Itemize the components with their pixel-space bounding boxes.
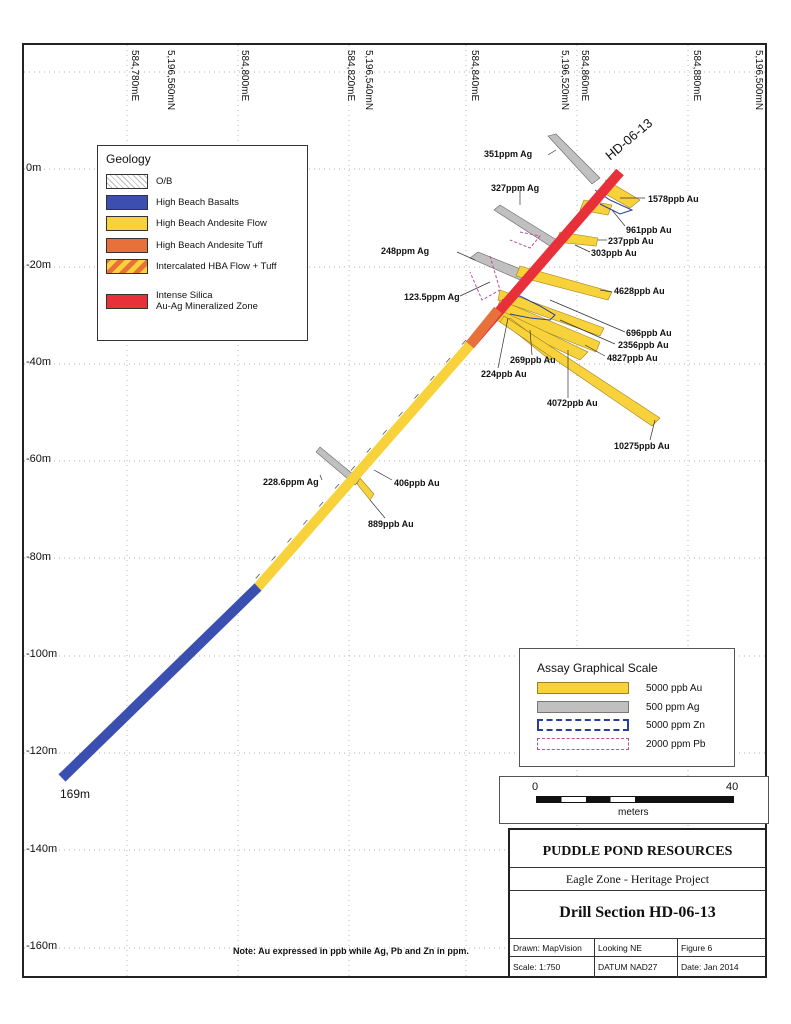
project-name: Eagle Zone - Heritage Project [565, 872, 710, 886]
assay-label: 228.6ppm Ag [263, 477, 319, 487]
northing-label: 5,196,520mN [559, 50, 570, 111]
figure-number: Figure 6 [681, 943, 713, 953]
assay-scale-legend: Assay Graphical Scale 5000 ppb Au 500 pp… [519, 648, 735, 767]
geology-legend-title: Geology [106, 152, 151, 166]
assay-label: 961ppb Au [626, 225, 672, 235]
elevation-label: 0m [26, 162, 42, 174]
legend-label: Intense Silica Au-Ag Mineralized Zone [156, 290, 258, 312]
legend-label: High Beach Basalts [156, 197, 239, 208]
elevation-label: -20m [26, 259, 52, 271]
legend-item: High Beach Basalts [106, 195, 239, 210]
scale-bar-graphic [536, 796, 734, 803]
assay-label: 269ppb Au [510, 355, 556, 365]
assay-label: 123.5ppm Ag [404, 292, 460, 302]
assay-scale-title: Assay Graphical Scale [537, 661, 658, 675]
silica-swatch [106, 293, 148, 309]
northing-label: 5,196,560mN [165, 50, 176, 111]
legend-label: O/B [156, 176, 173, 187]
scale-start: 0 [532, 781, 539, 793]
easting-label: 584,800mE [239, 50, 250, 102]
assay-label: 1578ppb Au [648, 194, 699, 204]
elevation-label: -140m [26, 843, 58, 855]
pb-scale-swatch [537, 738, 629, 750]
geology-legend: Geology O/B High Beach Basalts High Beac… [97, 145, 308, 341]
map-frame [22, 43, 767, 978]
drawn-by: Drawn: MapVision [513, 943, 582, 953]
hole-depth-label: 169m [60, 787, 91, 801]
assay-label: 248ppm Ag [381, 246, 430, 256]
assay-label: 237ppb Au [608, 236, 654, 246]
legend-item: O/B [106, 174, 172, 189]
legend-label-line1: Intense Silica [156, 290, 213, 301]
assay-label: 4072ppb Au [547, 398, 598, 408]
ag-scale-swatch [537, 701, 629, 713]
basalt-swatch [106, 195, 148, 210]
scale-end: 40 [726, 781, 739, 793]
elevation-label: -60m [26, 453, 52, 465]
assay-label: 351ppm Ag [484, 149, 533, 159]
assay-label: 696ppb Au [626, 328, 672, 338]
ob-swatch [106, 174, 148, 189]
leader-lines [319, 149, 656, 519]
easting-label: 584,880mE [691, 50, 702, 102]
elevation-label: -120m [26, 745, 58, 757]
elevation-label: -80m [26, 551, 52, 563]
assay-label: 2356ppb Au [618, 340, 669, 350]
legend-label: High Beach Andesite Flow [156, 218, 267, 229]
easting-label: 584,860mE [579, 50, 590, 102]
northing-label: 5,196,540mN [363, 50, 374, 111]
assay-scale-item: 5000 ppm Zn [537, 719, 705, 731]
grid-lines [24, 45, 765, 976]
au-assay-bars [356, 179, 661, 501]
ag-assay-bars [315, 133, 601, 486]
zn-scale-swatch [537, 719, 629, 731]
legend-label: Intercalated HBA Flow + Tuff [156, 261, 277, 272]
assay-label: 889ppb Au [368, 519, 414, 529]
drill-hole-trace [58, 168, 624, 782]
looking-direction: Looking NE [598, 943, 642, 953]
assay-label: 327ppm Ag [491, 183, 540, 193]
map-scale: Scale: 1:750 [513, 962, 561, 972]
title-block: PUDDLE POND RESOURCES Eagle Zone - Herit… [508, 828, 767, 978]
assay-label: 10275ppb Au [614, 441, 670, 451]
northing-label: 5,196,500mN [753, 50, 764, 111]
legend-item: High Beach Andesite Flow [106, 216, 267, 231]
assay-label: 4628ppb Au [614, 286, 665, 296]
assay-label: 224ppb Au [481, 369, 527, 379]
easting-label: 584,840mE [469, 50, 480, 102]
assay-label: 4827ppb Au [607, 353, 658, 363]
elevation-label: -40m [26, 356, 52, 368]
assay-scale-item: 500 ppm Ag [537, 701, 699, 713]
assay-label: 406ppb Au [394, 478, 440, 488]
assay-scale-item: 5000 ppb Au [537, 682, 702, 694]
scale-bar: 0 40 meters [499, 776, 769, 824]
legend-item: Intense Silica Au-Ag Mineralized Zone [106, 290, 258, 312]
datum: DATUM NAD27 [598, 962, 658, 972]
assay-scale-label: 5000 ppm Zn [646, 719, 705, 731]
elevation-label: -100m [26, 648, 58, 660]
company-name: PUDDLE POND RESOURCES [542, 844, 733, 859]
assay-scale-label: 2000 ppm Pb [646, 738, 706, 750]
andesite-flow-swatch [106, 216, 148, 231]
easting-label: 584,820mE [345, 50, 356, 102]
assay-scale-item: 2000 ppm Pb [537, 738, 706, 750]
legend-label: High Beach Andesite Tuff [156, 240, 263, 251]
easting-label: 584,780mE [129, 50, 140, 102]
scale-unit: meters [618, 807, 649, 818]
intercalated-swatch [106, 259, 148, 274]
elevation-label: -160m [26, 940, 58, 952]
drawing-date: Date: Jan 2014 [681, 962, 739, 972]
units-note: Note: Au expressed in ppb while Ag, Pb a… [233, 946, 469, 956]
assay-scale-label: 500 ppm Ag [646, 701, 700, 713]
assay-scale-label: 5000 ppb Au [646, 682, 703, 694]
assay-label: 303ppb Au [591, 248, 637, 258]
au-scale-swatch [537, 682, 629, 694]
legend-item: Intercalated HBA Flow + Tuff [106, 259, 277, 274]
drawing-title: Drill Section HD-06-13 [559, 904, 716, 921]
legend-label-line2: Au-Ag Mineralized Zone [156, 301, 258, 312]
legend-item: High Beach Andesite Tuff [106, 238, 263, 253]
andesite-tuff-swatch [106, 238, 148, 253]
